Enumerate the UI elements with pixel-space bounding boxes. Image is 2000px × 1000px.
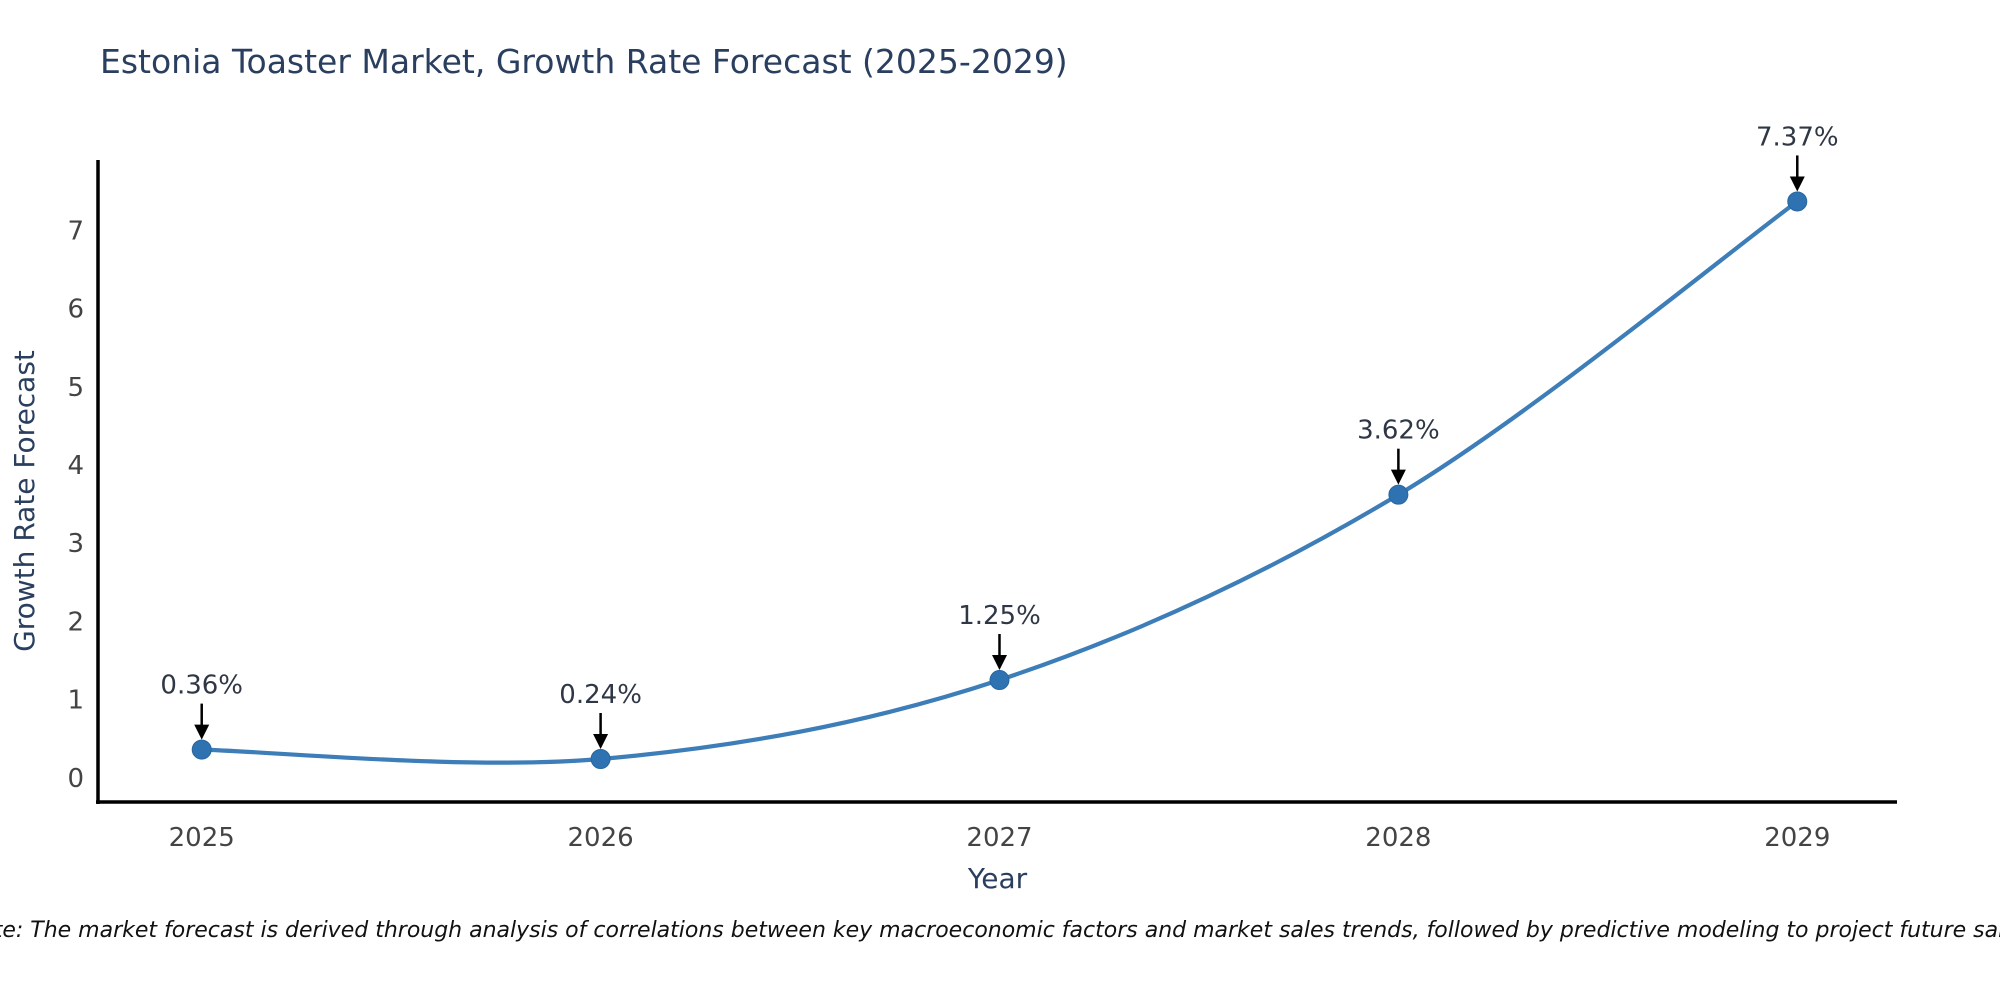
footnote: Note: The market forecast is derived thr…	[0, 918, 2000, 943]
x-tick-label: 2029	[1764, 823, 1830, 853]
y-tick-label: 5	[67, 373, 84, 403]
y-tick-label: 4	[67, 451, 84, 481]
data-point-marker	[191, 739, 212, 760]
data-point-label: 0.36%	[160, 671, 243, 701]
y-tick-label: 0	[67, 764, 84, 794]
y-tick-label: 1	[67, 686, 84, 716]
x-axis-title: Year	[967, 862, 1028, 895]
data-point-marker	[590, 748, 611, 769]
data-point-label: 0.24%	[559, 680, 642, 710]
y-tick-label: 2	[67, 607, 84, 637]
annotation-arrow-head	[593, 733, 609, 749]
y-axis-title: Growth Rate Forecast	[8, 350, 41, 652]
data-point-label: 3.62%	[1357, 416, 1440, 446]
chart-title: Estonia Toaster Market, Growth Rate Fore…	[100, 42, 1068, 81]
annotation-arrow-head	[991, 655, 1007, 671]
y-tick-label: 6	[67, 295, 84, 325]
data-point-marker	[1787, 191, 1808, 212]
data-point-label: 7.37%	[1756, 122, 1839, 152]
x-tick-label: 2026	[568, 823, 634, 853]
annotation-arrow-head	[194, 724, 210, 740]
data-point-marker	[1388, 484, 1409, 505]
x-tick-label: 2027	[966, 823, 1032, 853]
y-tick-label: 7	[67, 216, 84, 246]
annotation-arrow-head	[1390, 469, 1406, 485]
annotation-arrow-head	[1789, 176, 1805, 192]
x-tick-label: 2025	[169, 823, 235, 853]
y-tick-label: 3	[67, 529, 84, 559]
data-point-marker	[989, 670, 1010, 691]
data-point-label: 1.25%	[958, 601, 1041, 631]
x-tick-label: 2028	[1365, 823, 1431, 853]
